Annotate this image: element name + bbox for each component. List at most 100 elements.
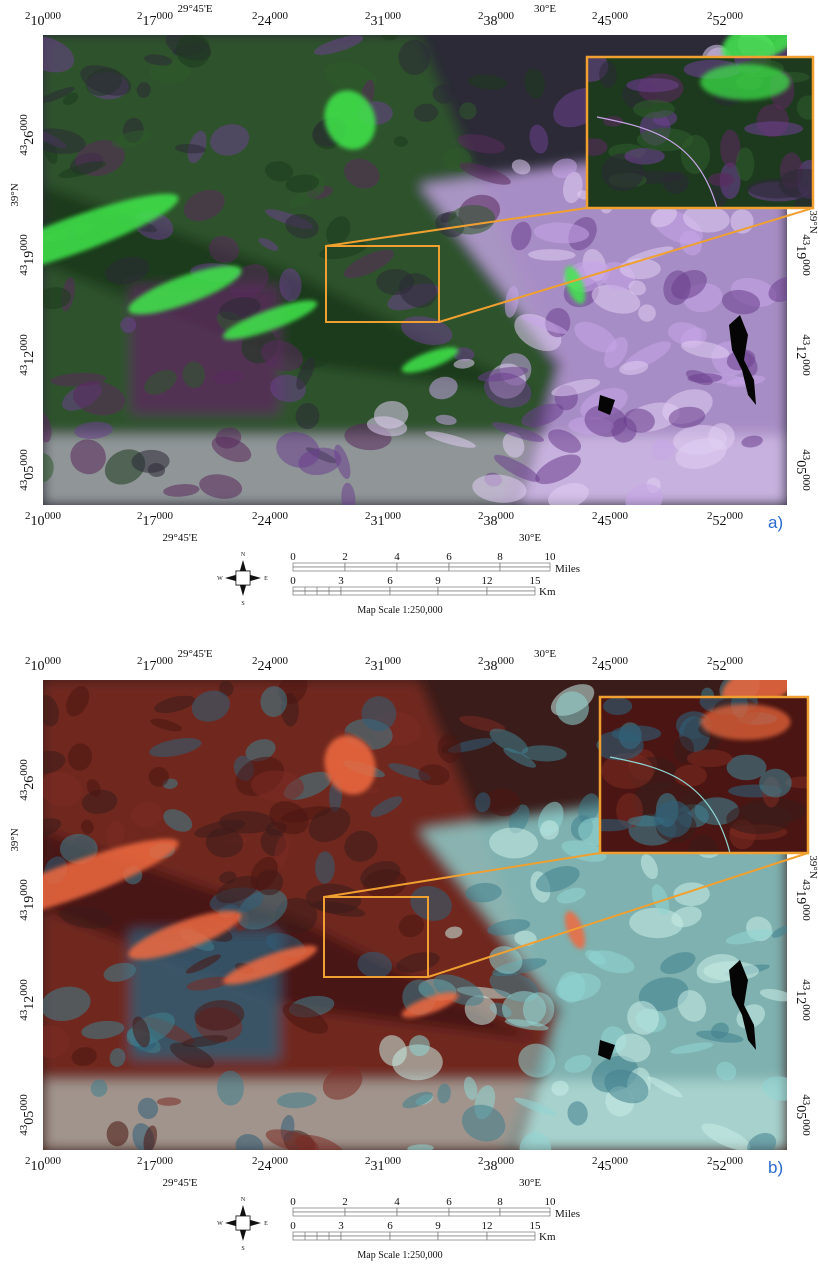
zoom-patch xyxy=(759,769,792,798)
coordinate-prefix: 43 xyxy=(800,449,812,461)
scale-number: 4 xyxy=(394,551,400,563)
zoom-patch xyxy=(708,173,734,186)
coordinate-main: 45 xyxy=(598,1159,612,1174)
scale-segment xyxy=(487,587,535,591)
coordinate-suffix: 000 xyxy=(385,10,402,22)
coordinate-label: 252000 xyxy=(707,10,744,29)
latitude-label: 39°N xyxy=(807,210,818,233)
scale-segment xyxy=(487,591,535,595)
scale-segment xyxy=(390,1236,438,1240)
scale-segment xyxy=(345,563,397,567)
coordinate-main: 38 xyxy=(484,1159,498,1174)
coordinate-label: 210000 xyxy=(25,10,62,29)
coordinate-suffix: 000 xyxy=(385,510,402,522)
coordinate-label: 4305000 xyxy=(793,449,812,491)
compass-letter: S xyxy=(241,1246,244,1252)
scale-unit: Km xyxy=(539,586,556,598)
scale-segment xyxy=(397,567,449,571)
scale-number: 2 xyxy=(342,551,348,563)
scale-segment xyxy=(449,563,500,567)
coordinate-label: 4319000 xyxy=(793,234,812,276)
coordinate-label: 224000 xyxy=(252,510,289,529)
coordinate-main: 10 xyxy=(31,14,45,29)
scale-segment xyxy=(449,567,500,571)
scale-caption: Map Scale 1:250,000 xyxy=(357,605,442,616)
coordinate-main: 19 xyxy=(22,896,37,910)
compass-letter: W xyxy=(217,576,223,582)
coordinate-main: 12 xyxy=(793,990,808,1004)
coordinate-prefix: 43 xyxy=(800,979,812,991)
coordinate-prefix: 43 xyxy=(18,264,30,276)
coordinate-suffix: 000 xyxy=(727,1155,744,1167)
coordinate-main: 38 xyxy=(484,14,498,29)
compass-letter: S xyxy=(241,601,244,607)
coordinate-suffix: 000 xyxy=(727,10,744,22)
scale-segment xyxy=(345,1212,397,1216)
coordinate-main: 24 xyxy=(258,14,272,29)
scale-segment xyxy=(449,1212,500,1216)
scale-segment xyxy=(438,1232,487,1236)
coordinate-label: 245000 xyxy=(592,1155,629,1174)
scale-number: 0 xyxy=(290,575,296,587)
coordinate-label: 252000 xyxy=(707,1155,744,1174)
coordinate-label: 231000 xyxy=(365,655,402,674)
longitude-label: 30°E xyxy=(534,3,556,15)
coordinate-label: 4319000 xyxy=(18,879,37,921)
zoom-patch xyxy=(603,697,632,715)
coordinate-label: 4305000 xyxy=(18,449,37,491)
coordinate-main: 38 xyxy=(484,514,498,529)
coordinate-suffix: 000 xyxy=(612,10,629,22)
coordinate-label: 231000 xyxy=(365,510,402,529)
coordinate-main: 38 xyxy=(484,659,498,674)
coordinate-suffix: 000 xyxy=(385,1155,402,1167)
coordinate-suffix: 000 xyxy=(157,655,174,667)
coordinate-label: 217000 xyxy=(137,655,174,674)
scale-unit: Km xyxy=(539,1231,556,1243)
coordinate-main: 12 xyxy=(22,996,37,1010)
coordinate-suffix: 000 xyxy=(18,1094,30,1111)
coordinate-suffix: 000 xyxy=(18,234,30,251)
scale-unit: Miles xyxy=(555,563,580,575)
scale-segment xyxy=(397,563,449,567)
coordinate-main: 45 xyxy=(598,514,612,529)
scale-number: 2 xyxy=(342,1196,348,1208)
coordinate-suffix: 000 xyxy=(498,1155,515,1167)
coordinate-main: 52 xyxy=(713,1159,727,1174)
coordinate-prefix: 43 xyxy=(18,1009,30,1021)
zoom-patch xyxy=(687,750,732,768)
coordinate-main: 10 xyxy=(31,659,45,674)
coordinate-main: 05 xyxy=(793,1105,808,1119)
coordinate-label: 245000 xyxy=(592,510,629,529)
coordinate-suffix: 000 xyxy=(612,510,629,522)
scale-segment xyxy=(341,587,390,591)
zoom-patch xyxy=(637,128,693,151)
coordinate-label: 224000 xyxy=(252,1155,289,1174)
latitude-label: 39°N xyxy=(9,828,21,851)
zoom-patch xyxy=(736,147,755,181)
coordinate-suffix: 000 xyxy=(45,510,62,522)
compass-letter: N xyxy=(241,1197,246,1203)
scale-segment xyxy=(487,1236,535,1240)
coordinate-suffix: 000 xyxy=(612,1155,629,1167)
scale-segment xyxy=(390,1232,438,1236)
coordinate-main: 12 xyxy=(793,345,808,359)
zoom-patch xyxy=(654,800,692,837)
coordinate-suffix: 000 xyxy=(800,474,812,491)
coordinate-label: 4326000 xyxy=(18,759,37,801)
coordinate-label: 224000 xyxy=(252,655,289,674)
scale-segment xyxy=(293,1212,345,1216)
coordinate-label: 238000 xyxy=(478,1155,515,1174)
coordinate-label: 4319000 xyxy=(793,879,812,921)
zoom-patch xyxy=(700,64,790,100)
zoom-image xyxy=(573,41,818,219)
scale-number: 0 xyxy=(290,1220,296,1232)
zoom-patch xyxy=(726,804,791,834)
coordinate-prefix: 43 xyxy=(18,1124,30,1136)
coordinate-main: 31 xyxy=(371,1159,385,1174)
zoom-patch xyxy=(744,121,803,136)
scale-number: 0 xyxy=(290,551,296,563)
scale-number: 3 xyxy=(338,575,344,587)
scale-segment xyxy=(438,587,487,591)
scale-number: 12 xyxy=(482,575,493,587)
coordinate-prefix: 43 xyxy=(18,479,30,491)
